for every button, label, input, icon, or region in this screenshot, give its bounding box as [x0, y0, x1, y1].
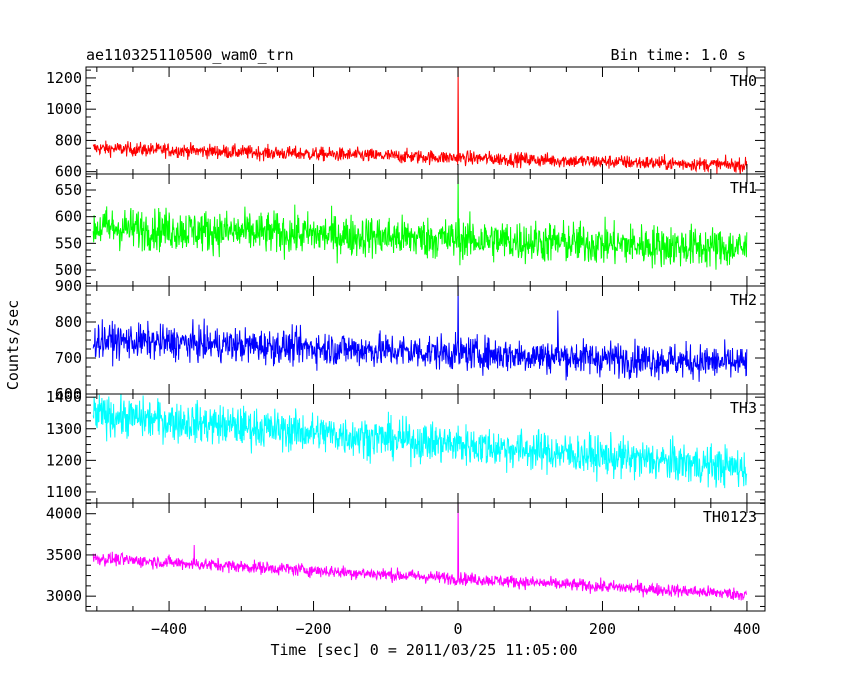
- y-tick-label: 600: [55, 163, 82, 181]
- panel-label: TH2: [730, 291, 757, 309]
- x-tick-label: 0: [453, 620, 462, 638]
- y-tick-label: 3000: [46, 587, 82, 605]
- y-tick-label: 800: [55, 313, 82, 331]
- y-tick-label: 550: [55, 234, 82, 252]
- y-tick-label: 650: [55, 181, 82, 199]
- y-tick-label: 3500: [46, 546, 82, 564]
- series-th3: [92, 394, 748, 489]
- panels-group: TH060080010001200TH1500550600650TH260070…: [46, 66, 766, 638]
- panel-label: TH0: [730, 72, 757, 90]
- x-axis-label: Time [sec] 0 = 2011/03/25 11:05:00: [270, 641, 577, 659]
- y-tick-label: 1300: [46, 420, 82, 438]
- series-th1: [92, 175, 748, 270]
- y-tick-label: 4000: [46, 505, 82, 523]
- panel-th0123: TH0123 3000 3500 4000: [46, 502, 766, 612]
- y-tick-label: 500: [55, 261, 82, 279]
- x-tick-label: 200: [589, 620, 616, 638]
- x-tick-label: 400: [733, 620, 760, 638]
- y-tick-label: 1200: [46, 451, 82, 469]
- chart-title: ae110325110500_wam0_trn: [86, 46, 294, 64]
- y-tick-label: 1100: [46, 483, 82, 501]
- y-tick-label: 600: [55, 385, 82, 403]
- bin-time-label: Bin time: 1.0 s: [611, 46, 746, 64]
- y-tick-label: 900: [55, 277, 82, 295]
- y-tick-label: 600: [55, 208, 82, 226]
- series-th2: [92, 286, 748, 382]
- y-tick-label: 800: [55, 131, 82, 149]
- y-tick-label: 1200: [46, 69, 82, 87]
- panel-frame: [85, 173, 766, 287]
- x-tick-label: −400: [151, 620, 187, 638]
- series-th0: [92, 67, 748, 174]
- panel-th3: TH3 1100 1200 1300 1400: [46, 388, 766, 504]
- panel-th1: TH1 500 550 600 650: [55, 173, 766, 287]
- panel-th0: TH0 600 800 1000 1200: [46, 66, 766, 181]
- y-tick-label: 1000: [46, 100, 82, 118]
- y-tick-label: 1400: [46, 388, 82, 406]
- y-tick-label: 700: [55, 349, 82, 367]
- panel-th2: TH2 600 700 800 900: [55, 277, 766, 403]
- series-th0123: [92, 503, 747, 601]
- y-axis-label: Counts/sec: [4, 300, 22, 390]
- x-tick-label: −200: [295, 620, 331, 638]
- panel-label: TH3: [730, 399, 757, 417]
- panel-label: TH1: [730, 179, 757, 197]
- panel-label: TH0123: [703, 508, 757, 526]
- panel-frame: [85, 502, 766, 612]
